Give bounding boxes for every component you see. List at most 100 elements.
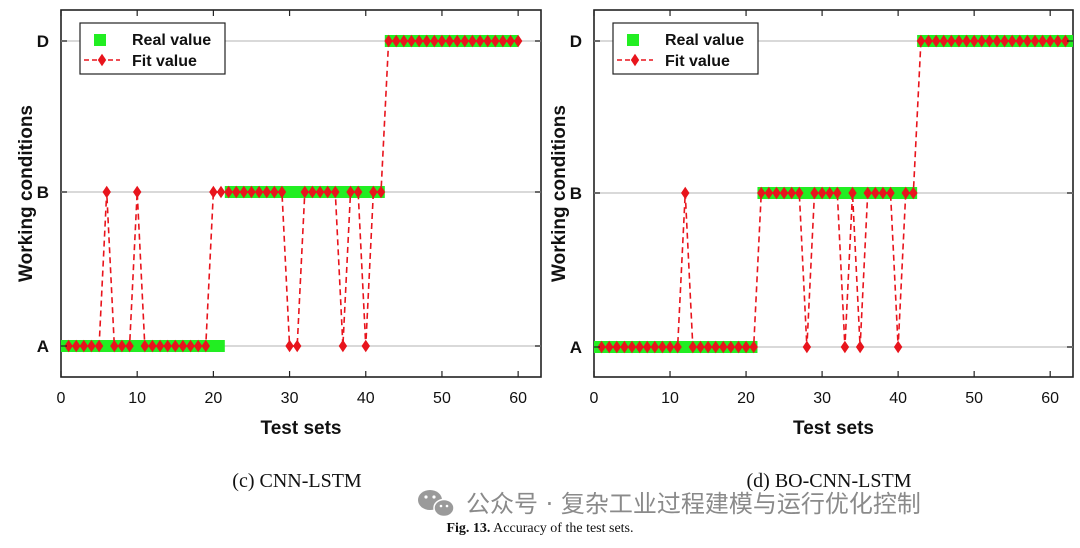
fit-point	[315, 185, 325, 199]
fit-point	[110, 339, 119, 353]
fit-point	[155, 339, 165, 353]
fit-point	[399, 34, 409, 48]
fit-point	[817, 186, 827, 200]
fit-point	[1038, 34, 1047, 48]
legend-fit-label: Fit value	[665, 53, 730, 70]
fit-point	[262, 185, 271, 199]
fit-point	[643, 340, 652, 354]
fit-point	[703, 340, 713, 354]
fit-point	[117, 339, 127, 353]
y-axis-label: Working conditions	[549, 105, 570, 282]
x-tick-label: 10	[661, 390, 679, 407]
legend-box	[612, 22, 759, 75]
legend-real-marker	[94, 34, 106, 46]
fit-point	[772, 186, 781, 200]
legend: Real value Fit value	[79, 22, 226, 75]
fit-value-series	[64, 34, 523, 353]
fit-point	[338, 339, 348, 353]
legend-real-label: Real value	[665, 32, 744, 49]
fit-point	[460, 34, 470, 48]
fit-point	[909, 186, 918, 200]
fit-point	[605, 340, 614, 354]
axes: 0 10 20 30 40 50 60 A B D	[570, 10, 1073, 407]
fit-point	[726, 340, 736, 354]
watermark-text: 公众号 · 复杂工业过程建模与运行优化控制	[466, 490, 921, 518]
fit-point	[985, 34, 994, 48]
fit-point	[878, 186, 888, 200]
fit-point	[741, 340, 751, 354]
fit-point	[132, 185, 142, 199]
legend-box	[79, 22, 226, 75]
fit-point	[414, 34, 424, 48]
watermark: 公众号 · 复杂工业过程建模与运行优化控制	[418, 490, 921, 518]
fit-point	[1000, 34, 1009, 48]
fit-point	[620, 340, 629, 354]
x-axis-label: Test sets	[793, 418, 874, 439]
fit-point	[308, 185, 317, 199]
fit-value-series	[597, 34, 1070, 354]
fit-point	[437, 34, 447, 48]
fit-point	[886, 186, 895, 200]
fit-point	[369, 185, 378, 199]
fit-point	[863, 186, 872, 200]
x-tick-label: 20	[737, 390, 755, 407]
fit-point	[855, 340, 865, 354]
fit-point	[140, 339, 150, 353]
legend-real-label: Real value	[132, 32, 211, 49]
fit-point	[871, 186, 880, 200]
fit-point	[193, 339, 203, 353]
y-tick-label: B	[37, 183, 49, 202]
fit-point	[1007, 34, 1017, 48]
fit-point	[939, 34, 948, 48]
fit-point	[719, 340, 728, 354]
fit-point	[1015, 34, 1024, 48]
x-tick-label: 10	[128, 390, 146, 407]
fit-point	[445, 34, 454, 48]
fit-point	[787, 186, 796, 200]
x-tick-label: 40	[357, 390, 375, 407]
fit-point	[277, 185, 287, 199]
fit-point	[840, 340, 850, 354]
fit-point	[491, 34, 500, 48]
fit-point	[825, 186, 834, 200]
fit-point	[931, 34, 941, 48]
fit-point	[483, 34, 492, 48]
fit-point	[163, 339, 172, 353]
fit-point	[209, 185, 218, 199]
fit-point	[665, 340, 675, 354]
x-tick-label: 20	[204, 390, 222, 407]
panel-caption: (c) CNN-LSTM	[232, 470, 362, 492]
legend-fit-marker	[97, 53, 107, 67]
fit-point	[270, 185, 279, 199]
fit-point	[658, 340, 667, 354]
y-tick-label: A	[570, 338, 582, 357]
fit-point	[300, 185, 310, 199]
x-tick-label: 0	[57, 390, 66, 407]
fit-point	[422, 34, 431, 48]
fit-point	[102, 185, 111, 199]
fit-point	[833, 186, 842, 200]
fit-point	[635, 340, 644, 354]
fit-point	[224, 185, 233, 199]
fit-point	[711, 340, 720, 354]
x-tick-label: 50	[965, 390, 983, 407]
x-tick-label: 0	[590, 390, 599, 407]
legend: Real value Fit value	[612, 22, 759, 75]
fit-point	[924, 34, 933, 48]
fit-point	[696, 340, 705, 354]
fit-point	[430, 34, 439, 48]
fit-point	[247, 185, 256, 199]
fit-point	[254, 185, 264, 199]
fit-point	[468, 34, 477, 48]
axes: 0 10 20 30 40 50 60 A B D	[37, 10, 541, 407]
y-tick-label: D	[570, 32, 582, 51]
fit-point	[72, 339, 81, 353]
figure-caption-text: Accuracy of the test sets.	[493, 521, 633, 536]
fit-point	[513, 34, 523, 48]
fit-point	[650, 340, 660, 354]
fit-point	[392, 34, 401, 48]
fit-point	[962, 34, 971, 48]
fit-point	[94, 339, 104, 353]
fit-point	[969, 34, 979, 48]
fit-point	[627, 340, 637, 354]
